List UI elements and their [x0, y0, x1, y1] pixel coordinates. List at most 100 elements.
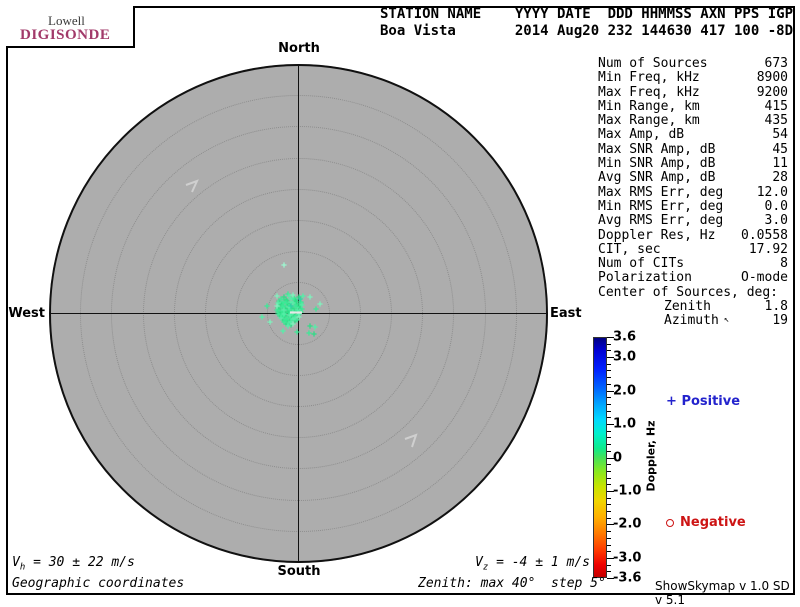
param-label: Max SNR Amp, dB	[598, 141, 716, 157]
param-value: 435	[764, 113, 788, 129]
colorbar-minor-tick	[607, 444, 611, 446]
param-row: Max RMS Err, deg 12.0	[598, 184, 788, 200]
param-row: Min RMS Err, deg 0.0	[598, 198, 788, 214]
skymap-polar-plot	[49, 64, 548, 563]
colorbar-major-tick	[607, 524, 614, 526]
param-label: Zenith	[664, 299, 711, 315]
plus-symbol-icon: +	[666, 394, 677, 409]
param-value: 415	[764, 98, 788, 114]
circle-symbol-icon	[666, 518, 674, 527]
param-row: Max Amp, dB 54	[598, 127, 788, 143]
colorbar-title: Doppler, Hz	[644, 420, 658, 492]
colorbar-minor-tick	[607, 370, 611, 372]
colorbar-minor-tick	[607, 363, 611, 365]
colorbar-minor-tick	[607, 544, 611, 546]
colorbar-tick-label: 2.0	[613, 383, 637, 399]
param-row: Max Freq, kHz 9200	[598, 84, 788, 100]
colorbar-major-tick	[607, 424, 614, 426]
param-row: Num of CITs 8	[598, 256, 788, 272]
param-label: Min Freq, kHz	[598, 70, 700, 86]
param-value: 8900	[756, 70, 788, 86]
colorbar-minor-tick	[607, 551, 611, 553]
colorbar-tick-label: -1.0	[613, 483, 642, 499]
param-value: 1.8	[764, 299, 788, 315]
station-header: STATION NAME YYYY DATE DDD HHMMSS AXN PP…	[380, 6, 793, 40]
colorbar-tick-label: 0	[613, 450, 623, 465]
colorbar-minor-tick	[607, 403, 611, 405]
param-row: Zenith 1.8	[598, 299, 788, 315]
software-version-label: ShowSkymap v 1.0 SD v 5.1	[655, 579, 790, 607]
param-row: Min Range, km 415	[598, 98, 788, 114]
colorbar-tick-label: 3.6	[613, 329, 637, 345]
param-label: Min SNR Amp, dB	[598, 156, 716, 172]
compass-north-label: North	[278, 41, 320, 56]
colorbar-minor-tick	[607, 430, 611, 432]
colorbar-tick-label: 3.0	[613, 349, 637, 365]
vh-value: = 30 ± 22 m/s	[25, 555, 135, 570]
param-value: 3.0	[764, 213, 788, 229]
header-columns-row: STATION NAME YYYY DATE DDD HHMMSS AXN PP…	[380, 6, 794, 22]
colorbar-minor-tick	[607, 484, 611, 486]
vz-value: = -4 ± 1 m/s	[488, 555, 590, 570]
zenith-scale-note: Zenith: max 40° step 5°	[418, 576, 606, 591]
colorbar-major-tick	[607, 490, 614, 492]
param-row: Num of Sources 673	[598, 56, 788, 71]
header-values-row: Boa Vista 2014 Aug20 232 144630 417 100 …	[380, 23, 794, 39]
param-value: 0.0	[764, 198, 788, 214]
azimuth-arrow-icon: ↖	[723, 315, 730, 326]
param-label: Max Freq, kHz	[598, 84, 700, 100]
colorbar-major-tick	[607, 357, 614, 359]
param-value: 8	[780, 256, 788, 272]
param-value: 12.0	[756, 184, 788, 200]
colorbar-minor-tick	[607, 464, 611, 466]
param-row: Max SNR Amp, dB 45	[598, 141, 788, 157]
colorbar-major-tick	[607, 578, 614, 579]
window-frame	[6, 6, 795, 595]
colorbar-major-tick	[607, 457, 614, 459]
compass-east-label: East	[550, 306, 582, 321]
param-label: Avg SNR Amp, dB	[598, 170, 716, 186]
colorbar-minor-tick	[607, 497, 611, 499]
doppler-colorbar	[593, 337, 607, 578]
compass-south-label: South	[277, 564, 321, 579]
vz-symbol: V	[475, 555, 483, 570]
param-row: Avg SNR Amp, dB 28	[598, 170, 788, 186]
param-label: Avg RMS Err, deg	[598, 213, 724, 229]
vz-subscript: z	[482, 562, 489, 573]
measurement-parameters-panel: Num of Sources 673 Min Freq, kHz 8900 Max Fr…	[598, 56, 788, 329]
colorbar-minor-tick	[607, 470, 611, 472]
param-value: 54	[772, 127, 788, 143]
param-row: Center of Sources, deg:	[598, 285, 788, 300]
colorbar-minor-tick	[607, 450, 611, 452]
vh-symbol: V	[12, 555, 20, 570]
vh-subscript: h	[19, 562, 26, 573]
colorbar-minor-tick	[607, 383, 611, 385]
param-row: Min SNR Amp, dB 11	[598, 156, 788, 172]
param-value: 673	[764, 56, 788, 71]
colorbar-tick-label: -2.0	[613, 516, 642, 532]
param-row: Max Range, km 435	[598, 113, 788, 129]
colorbar-minor-tick	[607, 477, 611, 479]
param-label: Max Range, km	[598, 113, 700, 129]
colorbar-minor-tick	[607, 377, 611, 379]
param-value: O-mode	[741, 270, 788, 286]
param-row: CIT, sec 17.92	[598, 241, 788, 257]
legend-positive-text: Positive	[681, 394, 741, 409]
param-label: Doppler Res, Hz	[598, 227, 716, 243]
param-value: 9200	[756, 84, 788, 100]
legend-positive: + Positive	[666, 394, 740, 409]
logo-digisonde-text: DIGISONDE	[20, 27, 111, 43]
vertical-velocity-readout: Vz = -4 ± 1 m/s	[475, 555, 590, 573]
param-value: 17.92	[748, 241, 788, 257]
compass-west-label: West	[8, 306, 45, 321]
param-row: Azimuth ↖ 19	[598, 314, 788, 329]
param-row: Min Freq, kHz 8900	[598, 70, 788, 86]
param-label: Polarization	[598, 270, 692, 286]
colorbar-tick-label: 1.0	[613, 416, 637, 432]
colorbar-minor-tick	[607, 517, 611, 519]
colorbar-major-tick	[607, 557, 614, 559]
colorbar-minor-tick	[607, 564, 611, 566]
colorbar-minor-tick	[607, 343, 611, 345]
north-south-axis-line	[297, 64, 300, 563]
